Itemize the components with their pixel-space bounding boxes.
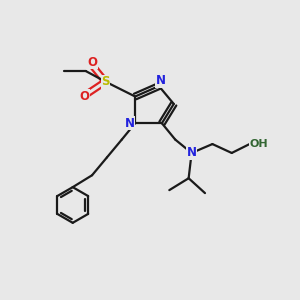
Text: N: N bbox=[187, 146, 196, 160]
Text: N: N bbox=[125, 117, 135, 130]
Text: OH: OH bbox=[249, 139, 268, 149]
Text: N: N bbox=[155, 74, 165, 87]
Text: O: O bbox=[87, 56, 97, 69]
Text: S: S bbox=[101, 75, 110, 88]
Text: O: O bbox=[80, 90, 90, 103]
